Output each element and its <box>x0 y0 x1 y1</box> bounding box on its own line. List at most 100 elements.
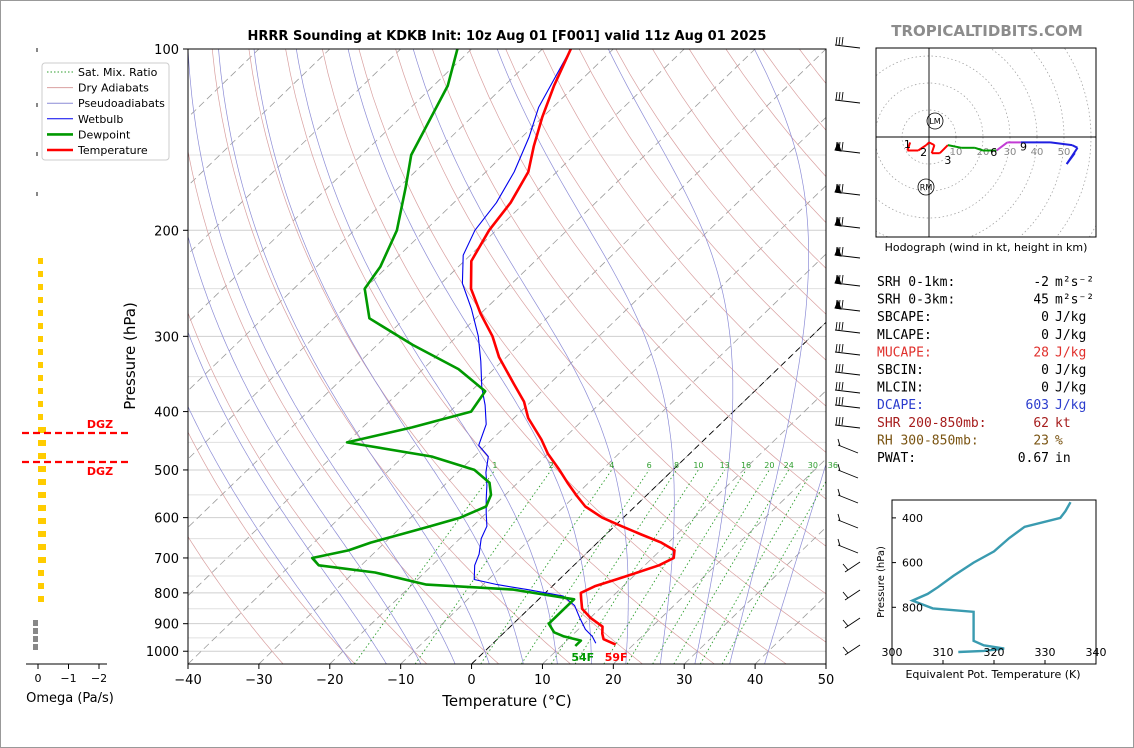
omega-bar <box>38 349 43 355</box>
omega-bar <box>33 628 38 634</box>
index-unit: J/kg <box>1055 328 1086 343</box>
dry-adiabat <box>248 49 643 664</box>
storm-motion-label: LM <box>929 117 940 126</box>
isotherm-line <box>329 185 826 664</box>
hodograph-segment <box>995 141 1008 152</box>
hodograph-ring-label: 10 <box>950 147 963 158</box>
theta-e-y-axis-label: Pressure (hPa) <box>876 546 887 618</box>
wind-barb <box>837 488 859 504</box>
index-value: 62 <box>1033 416 1049 431</box>
legend-entry: Sat. Mix. Ratio <box>78 66 158 79</box>
dry-adiabat <box>188 149 500 664</box>
index-label: MLCAPE: <box>877 328 932 343</box>
theta-e-x-tick-label: 340 <box>1086 646 1107 659</box>
isotherm-line <box>188 49 472 323</box>
series-temperature <box>469 49 676 646</box>
mixing-ratio-label: 6 <box>647 461 652 470</box>
surface-dewpoint-label: 54F <box>571 651 594 664</box>
wind-barb <box>842 589 861 601</box>
omega-bar <box>36 103 38 107</box>
isotherm-line <box>542 390 826 664</box>
wind-barbs <box>834 36 861 656</box>
omega-tick-label: −1 <box>60 672 76 685</box>
index-label: MLCIN: <box>877 381 924 396</box>
x-tick-label: 0 <box>467 673 475 688</box>
wind-barb <box>837 538 859 554</box>
mixing-ratio-label: 10 <box>693 461 703 470</box>
wind-barb <box>834 416 861 429</box>
index-unit: J/kg <box>1055 363 1086 378</box>
omega-bar <box>38 440 46 446</box>
omega-bar <box>38 271 43 277</box>
index-label: SRH 0-1km: <box>877 275 955 290</box>
wind-barb <box>834 363 861 376</box>
index-value: 0 <box>1041 381 1049 396</box>
legend: Sat. Mix. Ratio Dry Adiabats Pseudoadiabat… <box>41 62 170 161</box>
hodograph-panel: 10 20 30 40 50 12 3 6 9 LM RM Hodograph (wind in kt… <box>875 47 1097 254</box>
hodograph-segment <box>939 144 949 154</box>
isotherm-line <box>188 49 614 460</box>
x-tick-label: −40 <box>174 673 201 688</box>
index-label: SBCAPE: <box>877 310 932 325</box>
legend-box <box>41 62 170 161</box>
omega-bar <box>38 323 43 329</box>
x-tick-label: −30 <box>245 673 272 688</box>
index-value: 0 <box>1041 328 1049 343</box>
y-axis-label: Pressure (hPa) <box>121 302 139 410</box>
omega-bar <box>36 152 38 156</box>
pseudoadiabat <box>218 49 490 664</box>
mixing-ratio-line <box>699 469 814 664</box>
index-value: 28 <box>1033 345 1049 360</box>
isotherm-line <box>188 49 685 528</box>
dry-adiabat <box>505 49 826 453</box>
omega-bar <box>33 636 38 642</box>
legend-entry: Dry Adiabats <box>78 82 149 95</box>
pseudoadiabat <box>188 405 353 664</box>
pseudoadiabat <box>347 49 592 664</box>
omega-bar <box>38 544 46 550</box>
y-tick-label: 700 <box>154 552 179 567</box>
index-label: SHR 200-850mb: <box>877 416 987 431</box>
pseudoadiabat <box>188 49 456 664</box>
theta-e-x-tick-label: 330 <box>1035 646 1056 659</box>
hodograph-segment <box>925 141 930 146</box>
omega-bar <box>38 284 43 290</box>
index-value: 0 <box>1041 310 1049 325</box>
omega-bar <box>38 518 46 524</box>
omega-tick-label: 0 <box>35 672 42 685</box>
index-value: 45 <box>1033 293 1049 308</box>
index-value: 0 <box>1041 363 1049 378</box>
omega-bar <box>38 310 43 316</box>
legend-entry: Dewpoint <box>78 128 131 141</box>
theta-e-x-tick-label: 320 <box>984 646 1005 659</box>
dry-adiabat <box>188 431 356 664</box>
brand-label: TROPICALTIDBITS.COM <box>891 22 1083 40</box>
dry-adiabat <box>358 49 826 643</box>
index-unit: J/kg <box>1055 398 1086 413</box>
theta-e-x-tick-label: 300 <box>882 646 903 659</box>
omega-bar <box>38 453 46 459</box>
hodograph-ring-label: 50 <box>1058 147 1071 158</box>
x-tick-label: 20 <box>605 673 622 688</box>
theta-e-y-tick-label: 400 <box>902 512 923 525</box>
index-label: MUCAPE: <box>877 345 932 360</box>
skewt-axes-frame <box>187 48 827 665</box>
mixing-ratio-group: 1 2 4 6 8 10 13 16 20 24 30 36 <box>353 461 838 664</box>
surface-temperature-label: 59F <box>605 651 628 664</box>
mixing-ratio-label: 2 <box>549 461 554 470</box>
mixing-ratio-label: 8 <box>674 461 679 470</box>
isotherm-line <box>188 49 401 255</box>
dry-adiabat <box>578 49 826 361</box>
theta-e-panel: 300 310 320 330 340 400 600 800 Equivalent Pot. … <box>876 499 1107 681</box>
pseudoadiabat <box>412 49 629 664</box>
omega-axis-label: Omega (Pa/s) <box>26 691 114 706</box>
index-value: 603 <box>1026 398 1049 413</box>
dry-adiabat <box>285 49 715 664</box>
omega-bar <box>38 570 44 576</box>
index-label: SBCIN: <box>877 363 924 378</box>
skewt-profiles <box>310 49 676 647</box>
zero-isotherm <box>471 321 826 664</box>
skewt-background <box>188 49 826 664</box>
theta-e-line <box>909 501 1072 654</box>
